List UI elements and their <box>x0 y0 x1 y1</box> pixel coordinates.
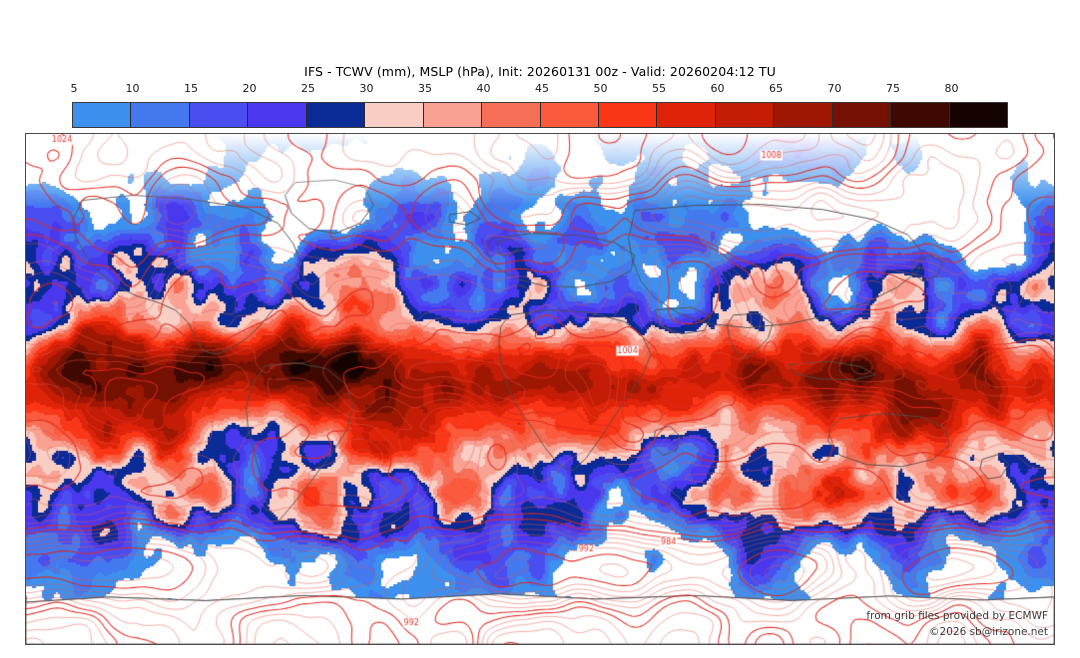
colorbar-tick-20: 20 <box>242 82 257 95</box>
colorbar-swatches <box>72 102 1008 128</box>
colorbar-tick-35: 35 <box>418 82 432 95</box>
colorbar-tick-10: 10 <box>125 82 140 95</box>
colorbar-tick-45: 45 <box>535 82 549 95</box>
colorbar-swatch-70 <box>832 103 892 127</box>
colorbar: 5 10 15 20 25 30 35 40 45 50 55 60 65 70 75 80 <box>70 82 1008 128</box>
map-frame <box>25 133 1055 645</box>
colorbar-swatch-60 <box>715 103 775 127</box>
colorbar-swatch-25 <box>306 103 366 127</box>
colorbar-swatch-50 <box>598 103 658 127</box>
colorbar-swatch-5 <box>73 103 132 127</box>
colorbar-swatch-45 <box>540 103 599 127</box>
colorbar-swatch-10 <box>131 103 190 127</box>
colorbar-tick-55: 55 <box>652 82 666 95</box>
colorbar-tick-70: 70 <box>827 82 842 95</box>
credit-copyright: ©2026 sb@irizone.net <box>929 626 1048 638</box>
colorbar-swatch-55 <box>657 103 716 127</box>
page-title: IFS - TCWV (mm), MSLP (hPa), Init: 20260… <box>304 64 776 79</box>
colorbar-tick-labels: 5 10 15 20 25 30 35 40 45 50 55 60 65 70 75 80 <box>70 82 1008 100</box>
colorbar-tick-65: 65 <box>769 82 783 95</box>
colorbar-swatch-30 <box>365 103 424 127</box>
colorbar-swatch-20 <box>248 103 307 127</box>
colorbar-tick-50: 50 <box>593 82 608 95</box>
colorbar-swatch-75 <box>891 103 950 127</box>
colorbar-tick-15: 15 <box>184 82 198 95</box>
colorbar-tick-60: 60 <box>710 82 725 95</box>
colorbar-swatch-80 <box>949 103 1007 127</box>
colorbar-tick-25: 25 <box>301 82 315 95</box>
colorbar-tick-80: 80 <box>944 82 959 95</box>
colorbar-tick-5: 5 <box>70 82 78 95</box>
world-map-tcwv-mslp <box>26 134 1054 644</box>
colorbar-swatch-40 <box>482 103 541 127</box>
colorbar-swatch-15 <box>189 103 249 127</box>
credit-source: from grib files provided by ECMWF <box>866 610 1048 622</box>
colorbar-swatch-35 <box>423 103 483 127</box>
colorbar-tick-30: 30 <box>359 82 374 95</box>
colorbar-tick-75: 75 <box>886 82 900 95</box>
colorbar-swatch-65 <box>774 103 833 127</box>
colorbar-tick-40: 40 <box>476 82 491 95</box>
